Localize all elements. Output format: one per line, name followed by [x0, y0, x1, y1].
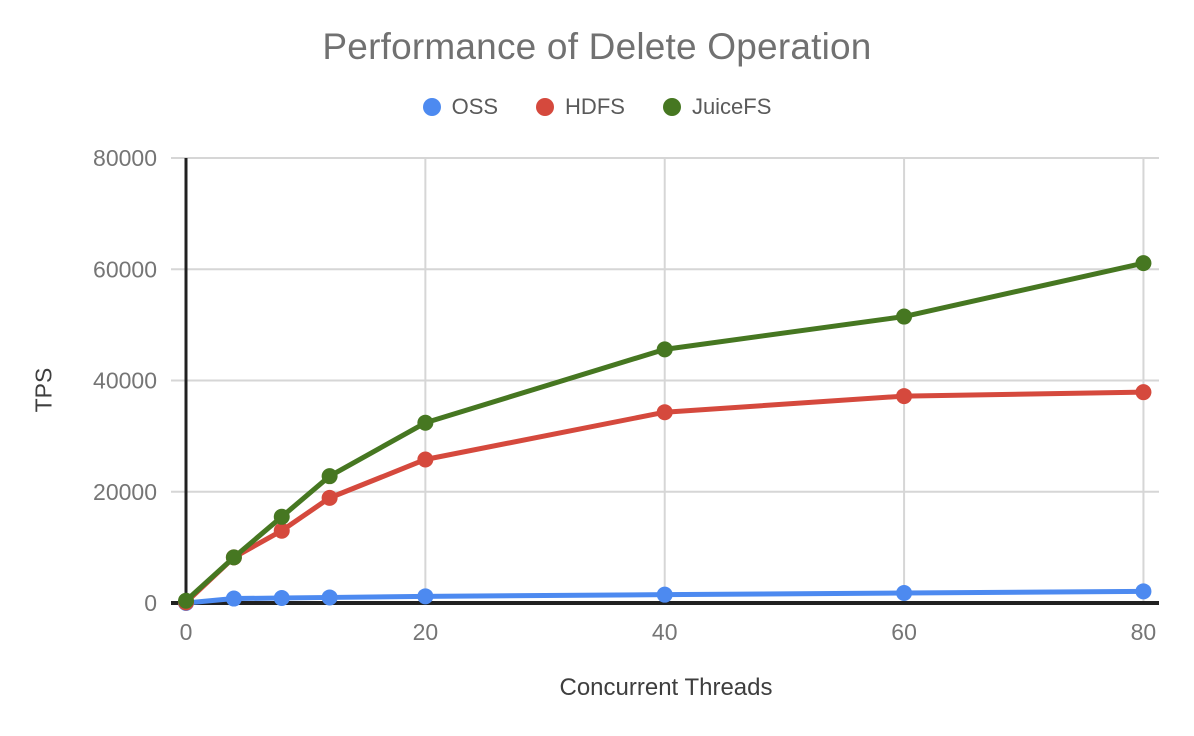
- x-tick-label: 20: [413, 619, 439, 645]
- data-point-juicefs: [417, 414, 434, 431]
- y-tick-label: 20000: [93, 479, 157, 505]
- chart-title: Performance of Delete Operation: [322, 26, 872, 67]
- tick-labels: 0 20000 40000 60000 80000 0 20 40 60 80: [93, 145, 1156, 645]
- data-point-oss: [321, 589, 338, 606]
- data-point-oss: [896, 584, 913, 601]
- series-juicefs: [178, 255, 1152, 609]
- series-oss: [178, 583, 1152, 611]
- data-point-juicefs: [1135, 255, 1152, 272]
- data-point-oss: [1135, 583, 1152, 600]
- legend-label-juicefs: JuiceFS: [691, 94, 772, 119]
- data-point-juicefs: [225, 549, 242, 566]
- legend-swatch-juicefs: [662, 98, 681, 116]
- y-tick-label: 40000: [93, 368, 157, 394]
- data-point-hdfs: [321, 489, 338, 506]
- gridlines: [171, 157, 1159, 603]
- data-point-juicefs: [656, 341, 673, 358]
- data-point-oss: [225, 590, 242, 607]
- y-tick-label: 80000: [93, 145, 157, 171]
- legend-swatch-hdfs: [536, 98, 555, 116]
- legend-item-juicefs: JuiceFS: [662, 94, 772, 120]
- data-point-hdfs: [1135, 384, 1152, 401]
- legend-swatch-oss: [422, 98, 441, 116]
- data-point-juicefs: [321, 468, 338, 485]
- data-point-juicefs: [273, 508, 290, 525]
- data-point-hdfs: [656, 404, 673, 421]
- data-point-oss: [417, 588, 434, 605]
- legend-label-hdfs: HDFS: [565, 94, 625, 119]
- series-line-juicefs: [183, 260, 1146, 604]
- legend-label-oss: OSS: [451, 94, 499, 119]
- x-tick-label: 0: [180, 619, 193, 645]
- data-point-hdfs: [896, 388, 913, 405]
- legend-item-oss: OSS: [422, 94, 499, 120]
- data-point-hdfs: [273, 522, 290, 539]
- legend-item-hdfs: HDFS: [536, 94, 625, 120]
- data-point-hdfs: [417, 451, 434, 468]
- x-tick-label: 80: [1131, 619, 1157, 645]
- data-point-oss: [273, 589, 290, 606]
- x-tick-label: 60: [891, 619, 917, 645]
- y-tick-label: 60000: [93, 256, 157, 282]
- x-axis-title: Concurrent Threads: [559, 674, 773, 701]
- y-tick-label: 0: [144, 590, 157, 616]
- data-point-oss: [656, 586, 673, 603]
- y-axis-title: TPS: [30, 367, 57, 413]
- data-point-juicefs: [178, 592, 194, 609]
- data-point-juicefs: [896, 308, 913, 325]
- x-tick-label: 40: [652, 619, 678, 645]
- legend: OSS HDFS JuiceFS: [0, 94, 1194, 120]
